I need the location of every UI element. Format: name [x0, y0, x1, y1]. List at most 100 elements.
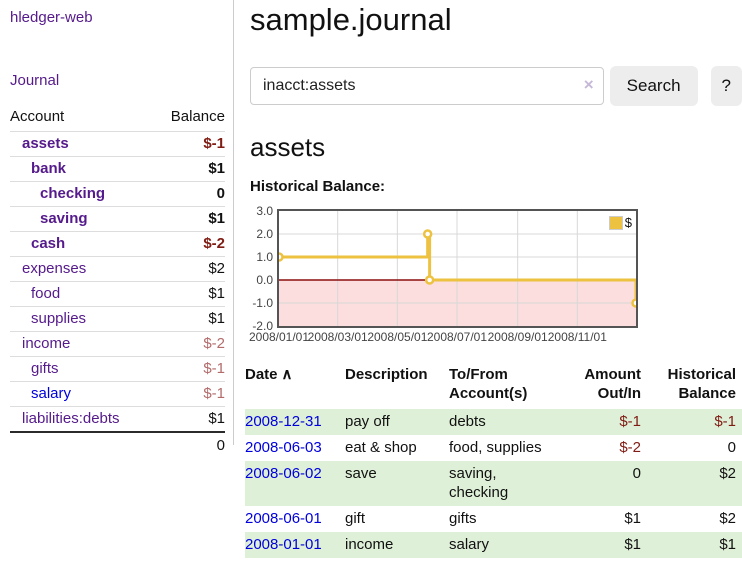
sort-ascending-icon: ∧	[281, 366, 293, 383]
transaction-date-link[interactable]: 2008-06-01	[245, 510, 322, 527]
transaction-description: save	[345, 465, 377, 482]
accounts-table-body: assets $-1 bank $1 checking 0 saving $1 cash $-2 e…	[10, 131, 225, 460]
account-link-expenses[interactable]: expenses	[22, 260, 87, 277]
transaction-amount: $-1	[619, 413, 641, 430]
main-content: sample.journal × Search ? assets Histori…	[245, 0, 742, 558]
account-link-gifts[interactable]: gifts	[31, 360, 59, 377]
transaction-accounts: debts	[449, 413, 486, 430]
column-header-description: Description	[345, 366, 428, 383]
accounts-column-header: Account	[10, 108, 65, 125]
accounts-total: 0	[216, 437, 225, 454]
search-input[interactable]	[250, 67, 604, 105]
y-axis-tick-label: 1.0	[256, 250, 273, 264]
sidebar: hledger-web Journal Account Balance asse…	[0, 0, 234, 454]
y-axis-tick-label: 0.0	[256, 273, 273, 287]
account-balance: $1	[208, 310, 225, 327]
x-axis-tick-label: 2008/05/01	[367, 330, 428, 344]
y-axis-tick-label: 2.0	[256, 227, 273, 241]
search-button[interactable]: Search	[609, 66, 698, 106]
transaction-balance: $-1	[714, 413, 736, 430]
transactions-table: Date ∧ Description To/From Account(s) Amount O…	[245, 363, 742, 558]
column-header-date: Date ∧	[245, 366, 293, 383]
x-axis-tick-label: 2008/03/01	[307, 330, 368, 344]
account-balance: $-1	[203, 385, 225, 402]
x-axis-tick-label: 2008/09/01	[487, 330, 548, 344]
account-link-saving[interactable]: saving	[40, 210, 88, 227]
transaction-amount: $1	[624, 510, 641, 527]
transaction-accounts: salary	[449, 536, 490, 553]
account-link-supplies[interactable]: supplies	[31, 310, 87, 327]
accounts-header-row: Account Balance	[10, 106, 225, 132]
account-link-cash[interactable]: cash	[31, 235, 66, 252]
account-row: income $-2	[10, 331, 225, 357]
transaction-date-link[interactable]: 2008-01-01	[245, 536, 322, 553]
account-row: cash $-2	[10, 231, 225, 257]
account-balance: $1	[208, 410, 225, 427]
accounts-total-row: 0	[10, 432, 225, 459]
account-balance: $-2	[203, 235, 225, 252]
account-balance: $1	[208, 285, 225, 302]
transaction-description: eat & shop	[345, 439, 417, 456]
transaction-amount: 0	[632, 465, 641, 482]
account-balance: $2	[208, 260, 225, 277]
transaction-balance: 0	[727, 439, 736, 456]
chart-plot: $	[277, 209, 638, 328]
chart-legend: $	[608, 215, 632, 230]
account-row: supplies $1	[10, 306, 225, 332]
transaction-accounts: saving, checking	[449, 465, 509, 501]
account-link-liabilities-debts[interactable]: liabilities:debts	[22, 410, 120, 427]
account-heading: assets	[250, 132, 326, 162]
column-header-amount: Amount Out/In	[584, 366, 641, 402]
transaction-amount: $1	[624, 536, 641, 553]
account-balance: 0	[216, 185, 225, 202]
account-link-bank[interactable]: bank	[31, 160, 67, 177]
accounts-table: Account Balance assets $-1 bank $1 checking 0…	[10, 106, 225, 459]
transaction-row: 2008-06-01 gift gifts $1 $2	[245, 506, 742, 532]
account-row: assets $-1	[10, 131, 225, 157]
account-balance: $-2	[203, 335, 225, 352]
transaction-date-link[interactable]: 2008-12-31	[245, 413, 322, 430]
account-link-assets[interactable]: assets	[22, 135, 69, 152]
transaction-row: 2008-12-31 pay off debts $-1 $-1	[245, 409, 742, 435]
clear-search-icon[interactable]: ×	[583, 75, 594, 94]
account-row: bank $1	[10, 156, 225, 182]
account-link-checking[interactable]: checking	[40, 185, 106, 202]
transaction-description: income	[345, 536, 394, 553]
legend-swatch-icon	[608, 215, 623, 230]
transactions-header-row: Date ∧ Description To/From Account(s) Amount O…	[245, 363, 742, 409]
transaction-description: gift	[345, 510, 366, 527]
historical-balance-chart: $ 3.0 2.0 1.0 0.0 -1.0 -2.0 2008/01/01 2008/03/…	[245, 204, 742, 347]
account-row: saving $1	[10, 206, 225, 232]
account-link-salary[interactable]: salary	[31, 385, 72, 402]
transaction-date-link[interactable]: 2008-06-02	[245, 465, 322, 482]
account-link-food[interactable]: food	[31, 285, 61, 302]
account-row: salary $-1	[10, 381, 225, 407]
transaction-row: 2008-01-01 income salary $1 $1	[245, 532, 742, 558]
account-row: liabilities:debts $1	[10, 406, 225, 433]
sidebar-item-journal[interactable]: Journal	[10, 72, 60, 89]
transaction-row: 2008-06-02 save saving, checking 0 $2	[245, 461, 742, 506]
account-balance: $-1	[203, 360, 225, 377]
y-axis-tick-label: -1.0	[252, 296, 273, 310]
x-axis-tick-label: 2008/01/01	[248, 330, 310, 344]
transaction-amount: $-2	[619, 439, 641, 456]
help-button[interactable]: ?	[710, 66, 742, 106]
account-link-income[interactable]: income	[22, 335, 71, 352]
y-axis-tick-label: -2.0	[252, 319, 273, 333]
transaction-balance: $2	[719, 465, 736, 482]
legend-label: $	[624, 215, 632, 230]
x-axis-tick-label: 2008/11/01	[547, 330, 607, 344]
transaction-balance: $2	[719, 510, 736, 527]
transactions-table-body: 2008-12-31 pay off debts $-1 $-1 2008-06-03 ea…	[245, 409, 742, 558]
account-row: checking 0	[10, 181, 225, 207]
transaction-date-link[interactable]: 2008-06-03	[245, 439, 322, 456]
column-header-accounts: To/From Account(s)	[449, 366, 528, 402]
transaction-balance: $1	[719, 536, 736, 553]
column-header-balance: Historical Balance	[667, 366, 736, 402]
transaction-accounts: food, supplies	[449, 439, 542, 456]
account-row: expenses $2	[10, 256, 225, 282]
transaction-row: 2008-06-03 eat & shop food, supplies $-2 0	[245, 435, 742, 461]
brand-link[interactable]: hledger-web	[10, 9, 93, 26]
x-axis-tick-label: 2008/07/01	[426, 330, 488, 344]
balance-column-header: Balance	[170, 108, 225, 125]
